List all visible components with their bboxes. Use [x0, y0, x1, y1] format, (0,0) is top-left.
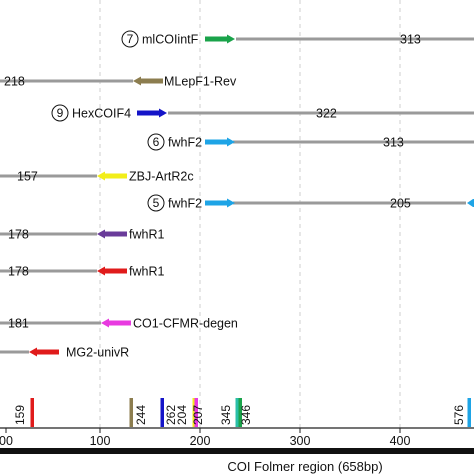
position-marker-159: 159 — [13, 398, 34, 427]
primer-row-mlcoiintf: 7 mlCOIintF 313 — [121, 30, 474, 48]
primer-label: fwhR1 — [129, 228, 164, 242]
primer-row-zbj-artr2c: ZBJ-ArtR2c 157 — [0, 170, 194, 184]
amplicon-length: 313 — [400, 33, 421, 47]
primer-row-fwhr1-a: fwhR1 178 — [0, 228, 164, 242]
position-bar — [160, 398, 164, 427]
amplicon-length: 178 — [8, 265, 29, 279]
index-circle — [147, 133, 165, 151]
primer-arrow-partial — [467, 199, 474, 207]
primer-label: MG2-univR — [66, 346, 129, 360]
tick-label: 400 — [390, 434, 411, 448]
primer-arrow-reverse — [97, 229, 127, 239]
primer-label: fwhF2 — [168, 136, 202, 150]
amplicon-length: 218 — [4, 75, 25, 89]
index-number: 6 — [153, 135, 160, 149]
primer-row-fwhf2-a: 6 fwhF2 313 — [147, 133, 474, 151]
primer-arrow-forward — [205, 198, 235, 208]
amplicon-length: 157 — [17, 170, 38, 184]
primer-arrow-reverse — [101, 318, 131, 328]
position-marker-345: 345 — [219, 398, 239, 427]
position-label: 207 — [191, 405, 205, 425]
primer-arrow-reverse — [29, 347, 59, 357]
index-circle — [121, 30, 139, 48]
primer-row-mlepf1-rev: MLepF1-Rev 218 — [0, 75, 237, 89]
position-bar — [238, 398, 242, 427]
position-label: 346 — [239, 405, 253, 425]
primer-row-mg2-univr: MG2-univR — [0, 346, 129, 360]
axis-title: COI Folmer region (658bp) — [227, 459, 382, 474]
primer-label: MLepF1-Rev — [164, 75, 237, 89]
position-bar — [129, 398, 133, 427]
amplicon-length: 313 — [383, 136, 404, 150]
position-marker-576: 576 — [452, 398, 471, 427]
primer-label: HexCOIF4 — [72, 107, 131, 121]
position-label: 244 — [134, 405, 148, 425]
index-number: 5 — [153, 196, 160, 210]
primer-arrow-reverse — [97, 171, 127, 181]
position-marker-207: 207 — [191, 398, 205, 427]
amplicon-length: 181 — [8, 317, 29, 331]
position-marker-346: 346 — [238, 398, 253, 427]
tick-label: 300 — [290, 434, 311, 448]
primer-label: fwhF2 — [168, 197, 202, 211]
position-bar — [192, 398, 196, 427]
index-circle — [51, 104, 69, 122]
amplicon-length: 178 — [8, 228, 29, 242]
position-marker-244: 244 — [129, 398, 148, 427]
index-number: 9 — [57, 106, 64, 120]
tick-label: 200 — [190, 434, 211, 448]
amplicon-length: 205 — [390, 197, 411, 211]
position-label: 262 — [164, 405, 178, 425]
primer-arrow-forward — [137, 108, 167, 118]
primer-label: fwhR1 — [129, 265, 164, 279]
x-axis: 00100200300400500 COI Folmer region (658… — [0, 427, 474, 474]
primer-label: CO1-CFMR-degen — [133, 317, 238, 331]
position-label: 576 — [452, 405, 466, 425]
primer-arrow-forward — [205, 34, 235, 44]
position-label: 345 — [219, 405, 233, 425]
primer-row-fwhr1-b: fwhR1 178 — [0, 265, 164, 279]
index-circle — [147, 194, 165, 212]
tick-label: 00 — [0, 434, 13, 448]
position-marker-262: 262 — [160, 398, 178, 427]
position-bar — [30, 398, 34, 427]
primer-arrow-reverse — [97, 266, 127, 276]
primer-arrow-forward — [205, 137, 235, 147]
axis-bar — [0, 448, 474, 454]
position-bar — [194, 398, 198, 427]
index-number: 7 — [127, 32, 134, 46]
amplicon-length: 322 — [316, 107, 337, 121]
position-marker-204: 204 — [175, 398, 196, 427]
position-bar — [467, 398, 471, 427]
position-bar — [235, 398, 239, 427]
position-label: 204 — [175, 405, 189, 425]
primer-arrow-reverse — [133, 76, 163, 86]
primer-row-fwhf2-b: 5 fwhF2 205 — [147, 194, 474, 212]
primer-label: ZBJ-ArtR2c — [129, 170, 194, 184]
gridlines — [99, 0, 401, 428]
position-label: 159 — [13, 405, 27, 425]
primer-row-hexcoif4: 9 HexCOIF4 322 — [51, 104, 474, 122]
tick-labels: 00100200300400500 — [0, 428, 411, 448]
tick-label: 100 — [90, 434, 111, 448]
primer-label: mlCOIintF — [142, 33, 199, 47]
primer-row-co1-cfmr-degen: CO1-CFMR-degen 181 — [0, 317, 238, 331]
position-markers: 159 204 207 244 262 345 346 576 — [13, 398, 471, 427]
